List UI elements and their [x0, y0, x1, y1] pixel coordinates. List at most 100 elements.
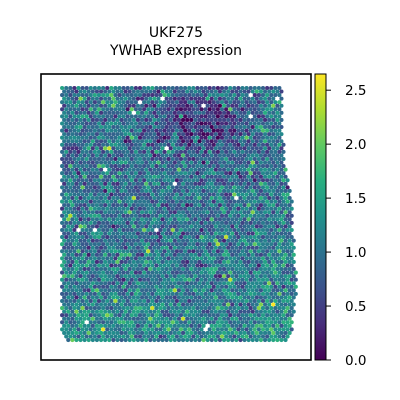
spot — [170, 206, 175, 211]
spot — [111, 203, 116, 208]
spot — [146, 249, 151, 254]
spot — [205, 217, 210, 222]
spot — [199, 199, 204, 204]
spot — [103, 188, 108, 193]
spot — [148, 245, 153, 250]
spot — [109, 220, 114, 225]
spot — [96, 327, 102, 332]
spot — [269, 313, 274, 318]
spot — [135, 117, 140, 122]
spot — [277, 213, 282, 218]
spot — [148, 167, 153, 172]
spot — [76, 164, 81, 169]
spot — [263, 330, 268, 336]
spot — [74, 160, 79, 165]
spot — [74, 316, 79, 321]
spot — [109, 270, 114, 275]
spot — [265, 220, 270, 225]
spot — [80, 121, 85, 126]
spot — [183, 227, 188, 233]
spot — [185, 274, 190, 279]
spot — [258, 224, 264, 229]
spot — [209, 217, 214, 222]
spot — [199, 249, 204, 254]
spot — [187, 235, 192, 240]
spot — [226, 181, 231, 186]
spot — [197, 259, 202, 265]
spot — [193, 103, 198, 108]
spot — [191, 156, 196, 162]
spot — [205, 224, 210, 229]
spot — [113, 135, 118, 140]
spot — [125, 298, 130, 304]
spot — [119, 117, 124, 122]
spot — [228, 135, 233, 140]
spot — [115, 174, 120, 179]
spot — [68, 206, 73, 211]
spot — [240, 213, 245, 218]
spot — [263, 267, 268, 272]
spot — [248, 171, 253, 176]
spot — [191, 178, 196, 183]
spot — [60, 93, 65, 98]
spot — [226, 132, 231, 137]
spot — [121, 270, 126, 275]
spot — [103, 245, 108, 250]
spot — [152, 203, 157, 208]
spot — [129, 220, 134, 225]
spot — [92, 334, 97, 339]
spot — [154, 156, 159, 162]
spot — [107, 267, 112, 272]
spot — [80, 242, 85, 247]
spot — [127, 203, 132, 208]
spot — [176, 139, 181, 144]
spot — [205, 103, 210, 108]
spot — [207, 149, 212, 154]
spot — [86, 89, 91, 94]
spot — [246, 309, 251, 314]
spot — [205, 274, 210, 279]
spot — [92, 178, 97, 183]
spot — [146, 135, 151, 140]
spot — [275, 139, 280, 144]
spot — [176, 330, 181, 336]
spot — [205, 267, 210, 272]
spot — [113, 263, 118, 268]
spot — [213, 96, 218, 101]
spot — [123, 288, 128, 293]
spot — [222, 188, 227, 193]
spot — [64, 320, 69, 325]
spot — [164, 338, 169, 343]
spot — [201, 288, 206, 293]
spot — [109, 171, 114, 176]
spot — [152, 89, 157, 94]
spot — [111, 96, 116, 101]
spot — [232, 277, 237, 282]
spot — [191, 185, 196, 190]
spot — [68, 185, 73, 190]
spot — [222, 281, 227, 286]
spot — [172, 103, 177, 108]
spot — [60, 249, 65, 254]
spot — [195, 249, 200, 254]
spot — [260, 206, 266, 211]
spot — [125, 220, 130, 225]
spot — [76, 270, 81, 275]
spot — [181, 196, 186, 201]
spot — [164, 125, 169, 130]
spot — [219, 249, 225, 254]
spot — [146, 291, 151, 296]
spot — [146, 227, 151, 233]
colorbar-tick-label: 0.0 — [345, 353, 366, 369]
spot — [82, 316, 87, 321]
spot — [213, 153, 218, 158]
spot — [62, 245, 67, 250]
spot — [281, 206, 286, 211]
spot — [113, 206, 118, 211]
spot — [222, 146, 227, 151]
spot — [158, 270, 163, 275]
spot — [250, 153, 255, 158]
spot — [246, 110, 251, 115]
spot — [170, 192, 175, 197]
spot — [140, 217, 145, 222]
